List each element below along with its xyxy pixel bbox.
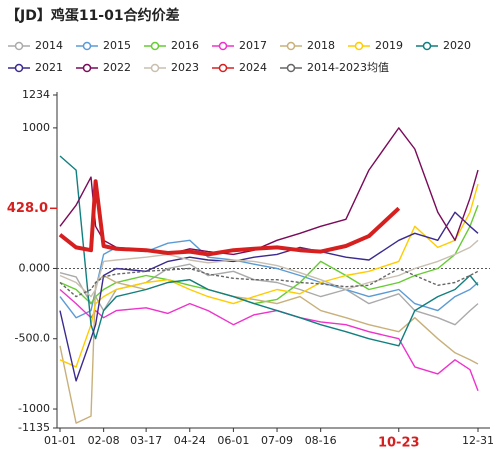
x-tick-label: 08-16 <box>305 434 337 447</box>
series-line <box>58 179 401 257</box>
series-line <box>59 183 479 368</box>
legend-label: 2020 <box>443 39 471 52</box>
legend-label: 2021 <box>35 61 63 74</box>
series-line <box>59 211 479 382</box>
x-tick-label: 07-09 <box>261 434 293 447</box>
series-line <box>59 274 479 424</box>
x-tick-label: 03-17 <box>130 434 162 447</box>
series-line <box>59 239 479 298</box>
y-tick-label: 0.000 <box>19 261 51 274</box>
x-tick-label: 06-01 <box>217 434 249 447</box>
x-tick-label: 04-24 <box>174 434 206 447</box>
legend-label: 2016 <box>171 39 199 52</box>
x-tick-label: 01-01 <box>44 434 76 447</box>
legend-label: 2014-2023均值 <box>307 61 389 74</box>
series-line <box>59 127 479 256</box>
legend-marker <box>14 63 24 73</box>
legend-marker <box>218 41 228 51</box>
series-line <box>59 267 479 298</box>
legend-label: 2019 <box>375 39 403 52</box>
series-line <box>59 204 479 305</box>
legend-marker <box>218 63 228 73</box>
legend-label: 2017 <box>239 39 267 52</box>
legend-marker <box>150 41 160 51</box>
legend-label: 2018 <box>307 39 335 52</box>
y-tick-label: 1234 <box>22 88 50 101</box>
legend-marker <box>286 41 296 51</box>
y-tick-label: -500.0 <box>15 332 50 345</box>
annotation-box <box>8 199 50 218</box>
legend-marker <box>354 41 364 51</box>
legend-label: 2015 <box>103 39 131 52</box>
x-tick-label: 10-23 <box>378 436 420 451</box>
legend-label: 2022 <box>103 61 131 74</box>
y-tick-label: 1000 <box>22 121 50 134</box>
legend-label: 2023 <box>171 61 199 74</box>
y-tick-label: -1000 <box>18 402 50 415</box>
series-line <box>59 288 479 392</box>
series-line <box>59 155 479 347</box>
legend-marker <box>422 41 432 51</box>
legend-marker <box>286 63 296 73</box>
chart-title: 【JD】鸡蛋11-01合约价差 <box>6 7 180 24</box>
y-tick-label: -1135 <box>18 421 50 434</box>
legend-label: 2024 <box>239 61 267 74</box>
x-tick-label: 12-31 <box>462 434 494 447</box>
x-tick-label: 02-08 <box>88 434 120 447</box>
legend-marker <box>14 41 24 51</box>
legend-label: 2014 <box>35 39 63 52</box>
series-line <box>59 239 479 319</box>
legend-marker <box>82 63 92 73</box>
legend-marker <box>82 41 92 51</box>
series-line <box>59 263 479 326</box>
annotation-label: 428.0 <box>7 201 48 216</box>
legend-marker <box>150 63 160 73</box>
